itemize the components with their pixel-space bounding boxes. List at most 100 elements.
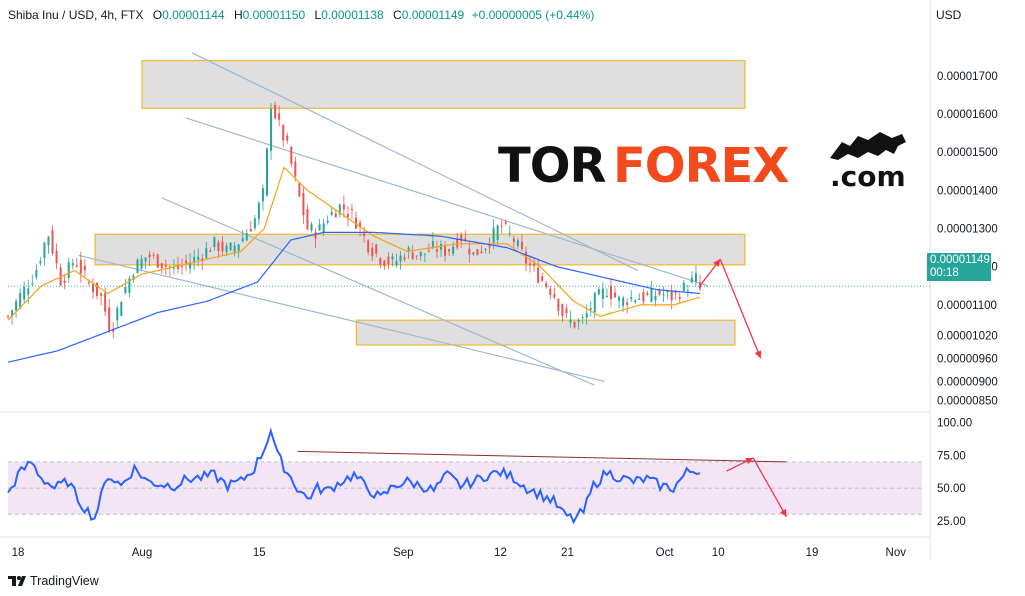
tradingview-logo-icon [8, 575, 26, 586]
candle-body [282, 125, 285, 141]
candle-body [694, 273, 697, 282]
candle-body [371, 247, 374, 257]
candle-body [500, 225, 503, 227]
torforex-logo: TOR FOREX .com [498, 128, 918, 198]
rsi-tick-label: 75.00 [937, 450, 966, 462]
candle-body [189, 262, 192, 269]
candle-body [112, 328, 115, 332]
time-tick-label: Sep [393, 547, 413, 559]
candle-body [116, 308, 119, 321]
tradingview-brand[interactable]: TradingView [8, 574, 99, 588]
time-tick-label: Nov [886, 547, 907, 559]
candle-body [630, 297, 633, 299]
time-tick-label: Aug [132, 547, 152, 559]
candle-body [350, 208, 353, 211]
candle-body [176, 264, 179, 270]
price-tick-label: 0.00001600 [937, 109, 998, 121]
candle-body [185, 260, 188, 264]
candle-body [265, 148, 268, 196]
candle-body [225, 245, 228, 253]
candle-body [15, 301, 18, 311]
low-value: 0.00001138 [321, 8, 384, 22]
candle-body [407, 247, 410, 252]
candle-body [601, 288, 604, 300]
candle-body [686, 290, 689, 292]
candle-body [83, 265, 86, 271]
candle-body [448, 249, 451, 252]
bull-bear-icon [830, 132, 906, 160]
candle-body [557, 298, 560, 311]
tradingview-label: TradingView [30, 574, 99, 588]
candle-body [201, 258, 204, 262]
candle-body [609, 285, 612, 299]
candle-body [11, 310, 14, 317]
candle-body [452, 246, 455, 254]
candle-body [363, 233, 366, 236]
candle-body [573, 321, 576, 328]
candle-body [589, 308, 592, 310]
candle-body [524, 251, 527, 264]
candle-body [492, 227, 495, 243]
candle-body [132, 275, 135, 280]
candle-body [136, 259, 139, 274]
rsi-tick-label: 100.00 [937, 418, 972, 430]
candle-body [654, 296, 657, 301]
logo-com-text: .com [830, 160, 906, 193]
rsi-forecast-arrowhead [745, 457, 754, 465]
candle-body [290, 146, 293, 164]
support-resistance-zone [141, 59, 746, 109]
candle-body [569, 319, 572, 323]
candle-body [476, 249, 479, 256]
current-price: 0.00001149 [930, 254, 990, 266]
candle-body [100, 293, 103, 296]
candle-body [690, 277, 693, 283]
candle-body [605, 295, 608, 297]
candle-body [108, 307, 111, 331]
trendline [191, 52, 639, 272]
candle-body [585, 313, 588, 318]
time-tick-label: Oct [656, 547, 675, 559]
candle-body [391, 256, 394, 260]
candle-body [261, 188, 264, 202]
candle-body [658, 289, 661, 295]
symbol-header: Shiba Inu / USD, 4h, FTX O0.00001144 H0.… [8, 8, 594, 22]
candle-body [618, 296, 621, 301]
rsi-tick-label: 25.00 [937, 516, 966, 528]
candle-body [423, 253, 426, 255]
candle-body [375, 244, 378, 254]
candle-body [257, 202, 260, 219]
candle-body [464, 238, 467, 242]
candle-body [646, 292, 649, 295]
candle-body [480, 251, 483, 253]
high-value: 0.00001150 [242, 8, 306, 22]
candle-body [634, 300, 637, 303]
low-label: L [314, 8, 322, 22]
bar-countdown: 00:18 [930, 267, 959, 279]
candle-body [367, 240, 370, 253]
candle-body [399, 255, 402, 262]
symbol-name[interactable]: Shiba Inu / USD, 4h, FTX [8, 8, 144, 22]
candle-body [622, 297, 625, 306]
candle-body [43, 242, 46, 259]
candle-body [164, 264, 167, 267]
price-tick-label: 0.00001700 [937, 71, 998, 83]
candle-body [104, 292, 107, 312]
rsi-forecast-arrow [752, 457, 788, 518]
candle-body [152, 254, 155, 256]
candle-body [508, 232, 511, 234]
currency-label: USD [936, 8, 962, 22]
candle-body [7, 315, 9, 317]
forecast-arrowhead [754, 350, 762, 359]
candle-body [31, 283, 34, 285]
candle-body [286, 135, 289, 141]
candle-body [217, 242, 220, 252]
candle-body [322, 223, 325, 233]
close-value: 0.00001149 [401, 8, 465, 22]
candle-body [75, 265, 78, 267]
candle-body [330, 212, 333, 215]
price-tick-label: 0.00001500 [937, 147, 998, 159]
moving-average-line [7, 166, 701, 321]
candle-body [565, 308, 568, 314]
